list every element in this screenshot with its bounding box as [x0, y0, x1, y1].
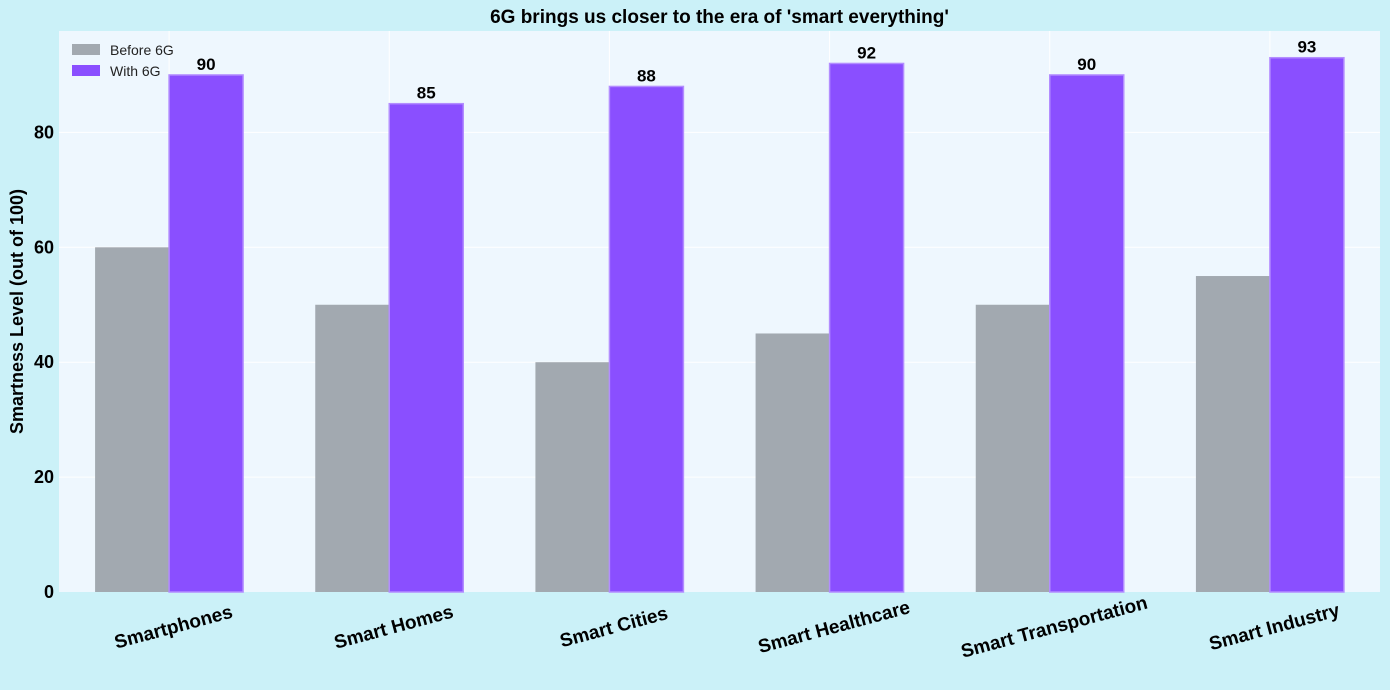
bar-before-6g: [535, 362, 610, 592]
bar-before-6g: [95, 247, 170, 592]
legend-swatch: [72, 44, 100, 55]
value-label: 93: [1297, 38, 1316, 57]
bar-before-6g: [1195, 276, 1270, 592]
y-tick-label: 0: [44, 582, 54, 602]
legend-label: With 6G: [110, 63, 161, 79]
bar-before-6g: [755, 333, 830, 592]
value-labels: 90 85 88 92 90 93: [197, 38, 1317, 103]
y-tick-label: 60: [34, 237, 54, 257]
bar-before-6g: [975, 304, 1050, 592]
value-label: 88: [637, 66, 656, 85]
legend-swatch: [72, 65, 100, 76]
value-label: 92: [857, 43, 876, 62]
x-category-label: Smart Cities: [558, 603, 671, 652]
x-category-label: Smart Industry: [1207, 600, 1342, 655]
value-label: 90: [1077, 55, 1096, 74]
legend-label: Before 6G: [110, 42, 174, 58]
bar-with-6g: [608, 85, 685, 593]
y-axis-label: Smartness Level (out of 100): [7, 189, 27, 434]
bar-with-6g: [168, 74, 244, 593]
x-axis-categories: Smartphones Smart Homes Smart Cities Smart …: [112, 593, 1342, 663]
bar-with-6g: [828, 62, 905, 593]
bar-with-6g: [1269, 56, 1345, 593]
chart-title: 6G brings us closer to the era of 'smart…: [490, 7, 949, 28]
bar-with-6g: [1049, 74, 1125, 593]
y-tick-label: 80: [34, 122, 54, 142]
value-label: 85: [417, 84, 436, 103]
bar-before-6g: [315, 304, 390, 592]
legend: Before 6G With 6G: [72, 42, 174, 79]
value-label: 90: [197, 55, 216, 74]
y-tick-label: 40: [34, 352, 54, 372]
bars: [95, 56, 1345, 593]
y-axis-ticks: 0 20 40 60 80: [34, 122, 54, 602]
x-category-label: Smartphones: [112, 602, 235, 654]
plot-area: [59, 31, 1380, 592]
bar-with-6g: [388, 102, 464, 593]
x-category-label: Smart Healthcare: [756, 597, 912, 658]
y-tick-label: 20: [34, 467, 54, 487]
x-category-label: Smart Transportation: [959, 593, 1150, 663]
x-category-label: Smart Homes: [332, 602, 456, 654]
